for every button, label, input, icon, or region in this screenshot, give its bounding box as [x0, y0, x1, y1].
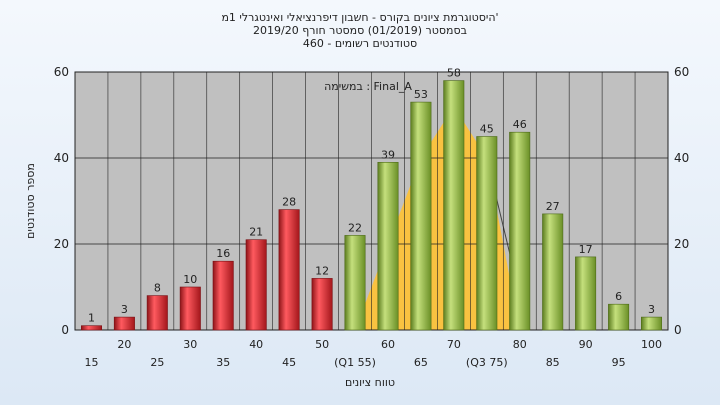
bar-value-label: 39 [381, 148, 395, 161]
bar-value-label: 16 [216, 247, 230, 260]
x-tick-label: 20 [117, 338, 131, 351]
x-tick-label: 90 [579, 338, 593, 351]
plot-border [74, 71, 669, 331]
y-tick-label-right: 40 [674, 151, 689, 165]
bar-value-label: 3 [121, 303, 128, 316]
bar [311, 278, 333, 331]
bar-value-label: 21 [249, 226, 263, 239]
bar-value-label: 45 [480, 123, 494, 136]
bar [81, 325, 103, 331]
bar [640, 316, 662, 331]
x-tick-label: 40 [249, 338, 263, 351]
y-axis-title: מספר סטודנטים [24, 163, 37, 239]
bar [608, 303, 630, 331]
x-tick-label: 35 [216, 356, 230, 369]
y-tick-label-right: 20 [674, 237, 689, 251]
x-tick-label: (Q1 55) [334, 356, 376, 369]
chart-subtitle-students: סטודנטים רשומים - 460 [302, 37, 418, 50]
bar [245, 239, 267, 331]
bar [146, 295, 168, 331]
x-tick-label: 50 [315, 338, 329, 351]
bar-value-label: 53 [414, 88, 428, 101]
bar-value-label: 27 [546, 200, 560, 213]
bar [443, 80, 465, 331]
bar-value-label: 12 [315, 264, 329, 277]
bar-value-label: 10 [183, 273, 197, 286]
x-tick-label: 95 [612, 356, 626, 369]
bar [575, 256, 597, 331]
bar [179, 286, 201, 331]
y-tick-label-left: 0 [61, 323, 69, 337]
bar [344, 235, 366, 331]
x-axis-title: טווח ציונים [345, 376, 395, 389]
bar [212, 260, 234, 331]
x-tick-label: 65 [414, 356, 428, 369]
bar-value-label: 46 [513, 118, 527, 131]
bar [377, 162, 399, 331]
bar-value-label: 22 [348, 221, 362, 234]
x-tick-label: 60 [381, 338, 395, 351]
bar-value-label: 58 [447, 67, 461, 80]
x-tick-label: 70 [447, 338, 461, 351]
bar-value-label: 3 [648, 303, 655, 316]
bar [542, 213, 564, 331]
y-tick-label-left: 60 [54, 65, 69, 79]
bar-value-label: 8 [154, 282, 161, 295]
annotation-label: במשימה : Final_A [324, 80, 412, 93]
y-tick-label-left: 20 [54, 237, 69, 251]
bar-value-label: 6 [615, 290, 622, 303]
x-tick-label: 80 [513, 338, 527, 351]
x-tick-label: 85 [546, 356, 560, 369]
x-tick-label: 45 [282, 356, 296, 369]
chart-title: היסטוגרמת ציונים בקורס - חשבון דיפרנציאל… [221, 11, 499, 24]
y-tick-label-right: 0 [674, 323, 682, 337]
y-tick-label-right: 60 [674, 65, 689, 79]
x-tick-label: 15 [85, 356, 99, 369]
x-tick-label: 30 [183, 338, 197, 351]
bar [509, 131, 531, 331]
chart-subtitle-semester: בסמסטר (01/2019) סמסטר חורף 2019/20 [253, 24, 467, 37]
bar [278, 209, 300, 331]
bar-value-label: 1 [88, 312, 95, 325]
bar [476, 136, 498, 331]
bar-value-label: 28 [282, 196, 296, 209]
bar [113, 316, 135, 331]
x-tick-label: (Q3 75) [466, 356, 508, 369]
bar-value-label: 17 [579, 243, 593, 256]
bar [410, 101, 432, 331]
x-tick-label: 25 [150, 356, 164, 369]
x-tick-label: 100 [641, 338, 662, 351]
y-tick-label-left: 40 [54, 151, 69, 165]
